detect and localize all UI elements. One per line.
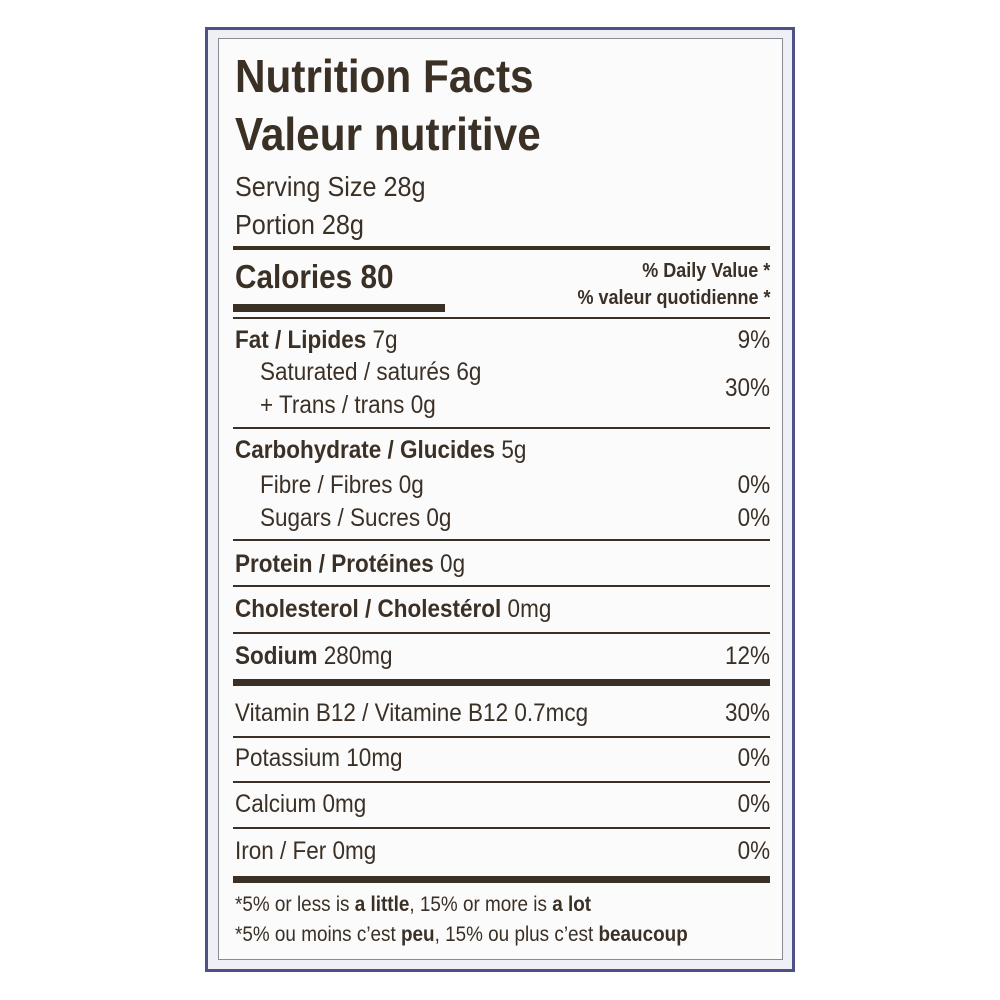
rule <box>233 585 770 587</box>
footnote-text: , 15% or more is <box>409 893 553 916</box>
daily-value: 30% <box>724 699 770 727</box>
rule <box>233 539 770 541</box>
dv-header-fr: % valeur quotidienne * <box>576 287 770 309</box>
dv-header: % Daily Value * <box>641 260 770 282</box>
daily-value: 0% <box>737 504 770 532</box>
daily-value: 0% <box>737 790 770 818</box>
nutrient-name: Fat / Lipides <box>235 326 367 354</box>
footnote-text: , 15% ou plus c’est <box>434 923 599 946</box>
label-panel <box>218 38 783 960</box>
nutrient-name: Carbohydrate / Glucides <box>235 436 496 464</box>
rule <box>233 304 445 312</box>
vitamin-row: Iron / Fer 0mg <box>235 837 377 865</box>
footnote-text: *5% ou moins c’est <box>235 923 401 946</box>
nutrient-name: Sodium <box>235 642 318 670</box>
nutrient-amount: 280mg <box>323 642 393 670</box>
rule <box>233 679 770 686</box>
nutrient-row: Protein / Protéines 0g <box>235 549 465 579</box>
title: Nutrition Facts <box>235 50 534 102</box>
rule <box>233 317 770 319</box>
footnote-text: a little <box>354 893 410 916</box>
daily-value: 0% <box>737 744 770 772</box>
serving-size: Serving Size 28g <box>235 171 426 202</box>
nutrient-row: Sodium 280mg <box>235 641 393 671</box>
nutrient-name: Protein / Protéines <box>235 550 434 578</box>
rule <box>233 427 770 429</box>
nutrient-row: Carbohydrate / Glucides 5g <box>235 435 526 465</box>
nutrient-amount: 0mg <box>507 595 552 623</box>
vitamin-row: Calcium 0mg <box>235 790 367 818</box>
rule <box>233 246 770 250</box>
daily-value: 12% <box>724 642 770 670</box>
rule <box>233 781 770 783</box>
rule <box>233 876 770 883</box>
vitamin-row: Potassium 10mg <box>235 744 403 772</box>
footnote-text: a lot <box>552 893 592 916</box>
rule <box>233 827 770 829</box>
nutrient-amount: 7g <box>372 326 398 354</box>
rule <box>233 736 770 738</box>
daily-value: 0% <box>737 837 770 865</box>
title-fr: Valeur nutritive <box>235 108 541 160</box>
daily-value: 0% <box>737 471 770 499</box>
vitamin-row: Vitamin B12 / Vitamine B12 0.7mcg <box>235 699 589 727</box>
daily-value: 30% <box>724 374 770 402</box>
footnote-text: *5% or less is <box>235 893 355 916</box>
nutrient-row: Fat / Lipides 7g <box>235 325 398 355</box>
footnote: *5% ou moins c’est peu, 15% ou plus c’es… <box>235 922 688 948</box>
nutrient-amount: 5g <box>501 436 527 464</box>
nutrient-name: Cholesterol / Cholestérol <box>235 595 502 623</box>
sub-nutrient: + Trans / trans 0g <box>260 391 436 419</box>
rule <box>233 632 770 634</box>
calories: Calories 80 <box>235 258 394 295</box>
footnote-text: peu <box>400 923 435 946</box>
sub-nutrient: Sugars / Sucres 0g <box>260 504 452 532</box>
nutrient-row: Cholesterol / Cholestérol 0mg <box>235 594 551 624</box>
portion: Portion 28g <box>235 209 364 240</box>
footnote-text: beaucoup <box>598 923 688 946</box>
sub-nutrient: Saturated / saturés 6g <box>260 358 482 386</box>
nutrient-amount: 0g <box>440 550 466 578</box>
daily-value: 9% <box>737 326 770 354</box>
sub-nutrient: Fibre / Fibres 0g <box>260 471 424 499</box>
footnote: *5% or less is a little, 15% or more is … <box>235 892 591 918</box>
